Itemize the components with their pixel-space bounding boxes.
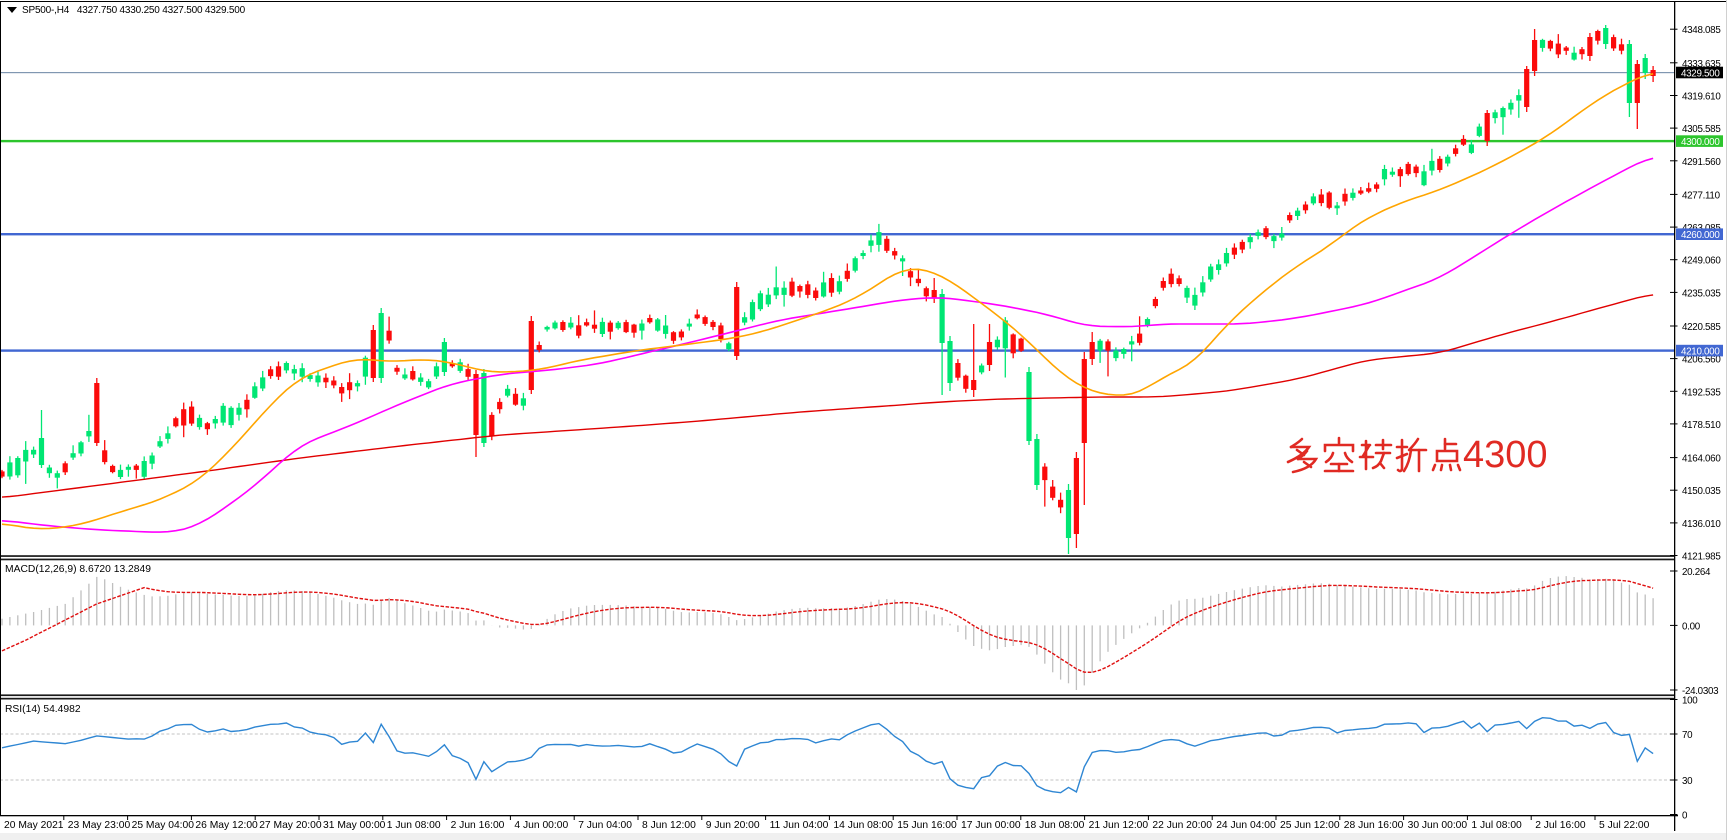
svg-text:4206.560: 4206.560 [1682,355,1721,366]
svg-text:20.264: 20.264 [1682,567,1711,578]
svg-text:30 Jun 00:00: 30 Jun 00:00 [1408,820,1468,831]
svg-text:4178.510: 4178.510 [1682,420,1721,431]
svg-text:70: 70 [1682,730,1693,741]
svg-text:0: 0 [1682,811,1688,822]
svg-text:17 Jun 00:00: 17 Jun 00:00 [961,820,1021,831]
svg-text:4291.560: 4291.560 [1682,157,1721,168]
svg-text:20 May 2021: 20 May 2021 [4,820,64,831]
svg-text:4348.085: 4348.085 [1682,25,1721,36]
svg-text:15 Jun 16:00: 15 Jun 16:00 [897,820,957,831]
svg-text:23 May 23:00: 23 May 23:00 [68,820,131,831]
svg-text:4164.060: 4164.060 [1682,454,1721,465]
svg-text:4319.610: 4319.610 [1682,92,1721,103]
svg-text:9 Jun 20:00: 9 Jun 20:00 [706,820,760,831]
svg-text:4121.985: 4121.985 [1682,552,1721,563]
svg-text:4192.535: 4192.535 [1682,387,1721,398]
svg-text:21 Jun 12:00: 21 Jun 12:00 [1089,820,1149,831]
svg-text:31 May 00:00: 31 May 00:00 [323,820,386,831]
svg-text:4300: 4300 [1463,434,1548,476]
svg-text:11 Jun 04:00: 11 Jun 04:00 [770,820,829,831]
svg-text:25 Jun 12:00: 25 Jun 12:00 [1280,820,1340,831]
svg-text:4 Jun 00:00: 4 Jun 00:00 [514,820,568,831]
svg-text:28 Jun 16:00: 28 Jun 16:00 [1344,820,1404,831]
svg-text:4300.000: 4300.000 [1681,137,1720,148]
svg-text:2 Jun 16:00: 2 Jun 16:00 [451,820,505,831]
svg-text:4333.635: 4333.635 [1682,59,1721,70]
svg-text:4210.000: 4210.000 [1681,346,1720,357]
svg-text:18 Jun 08:00: 18 Jun 08:00 [1025,820,1085,831]
svg-text:RSI(14) 54.4982: RSI(14) 54.4982 [5,704,81,715]
svg-text:1 Jul 08:00: 1 Jul 08:00 [1471,820,1522,831]
svg-text:1 Jun 08:00: 1 Jun 08:00 [387,820,441,831]
svg-text:SP500-,H4 4327.750 4330.250: SP500-,H4 4327.750 4330.250 4327.500 432… [22,5,246,16]
svg-text:4249.060: 4249.060 [1682,256,1721,267]
svg-text:14 Jun 08:00: 14 Jun 08:00 [833,820,893,831]
svg-text:24 Jun 04:00: 24 Jun 04:00 [1216,820,1276,831]
svg-text:4329.500: 4329.500 [1681,68,1720,79]
svg-text:4220.585: 4220.585 [1682,322,1721,333]
svg-text:7 Jun 04:00: 7 Jun 04:00 [578,820,632,831]
svg-text:8 Jun 12:00: 8 Jun 12:00 [642,820,696,831]
svg-text:100: 100 [1682,696,1698,707]
svg-text:4150.035: 4150.035 [1682,486,1721,497]
svg-text:4260.000: 4260.000 [1681,230,1720,241]
svg-text:4305.585: 4305.585 [1682,124,1721,135]
svg-text:27 May 20:00: 27 May 20:00 [259,820,322,831]
svg-text:22 Jun 20:00: 22 Jun 20:00 [1152,820,1212,831]
svg-text:-24.0303: -24.0303 [1682,686,1719,697]
svg-text:MACD(12,26,9) 8.6720 13.2849: MACD(12,26,9) 8.6720 13.2849 [5,564,151,575]
svg-text:30: 30 [1682,776,1693,787]
svg-text:4235.035: 4235.035 [1682,288,1721,299]
svg-text:4277.110: 4277.110 [1682,190,1721,201]
svg-text:5 Jul 22:00: 5 Jul 22:00 [1599,820,1650,831]
svg-text:4136.010: 4136.010 [1682,519,1721,530]
svg-text:26 May 12:00: 26 May 12:00 [195,820,258,831]
svg-text:0.00: 0.00 [1682,621,1701,632]
svg-text:25 May 04:00: 25 May 04:00 [132,820,195,831]
svg-text:2 Jul 16:00: 2 Jul 16:00 [1535,820,1586,831]
